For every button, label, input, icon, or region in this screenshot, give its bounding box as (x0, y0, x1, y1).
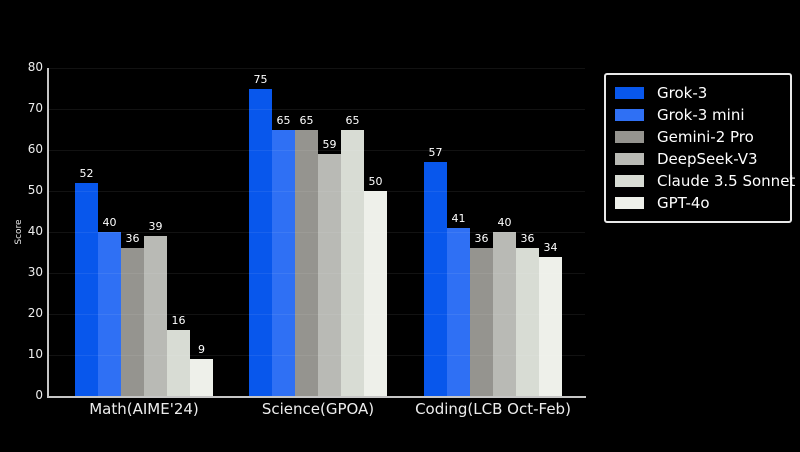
bar-claude-3-5-sonnet-coding-lcb-oct-feb (516, 248, 539, 396)
bar-value-label: 40 (102, 216, 117, 229)
gridline-50 (49, 191, 585, 192)
legend-swatch-gpt-4o (615, 197, 644, 209)
bar-gpt-4o-coding-lcb-oct-feb (539, 256, 562, 396)
legend-label: Claude 3.5 Sonnet (657, 172, 796, 190)
bar-deepseek-v3-coding-lcb-oct-feb (493, 232, 516, 396)
legend-label: DeepSeek-V3 (657, 150, 758, 168)
bar-gpt-4o-math-aime-24 (190, 359, 213, 396)
legend-item-deepseek-v3: DeepSeek-V3 (615, 148, 782, 170)
legend-label: Grok-3 mini (657, 106, 745, 124)
x-axis-line (47, 396, 586, 398)
bar-claude-3-5-sonnet-math-aime-24 (167, 330, 190, 396)
bar-value-label: 9 (198, 343, 205, 357)
bar-value-label: 59 (322, 138, 337, 152)
y-tick-label-40: 40 (27, 224, 43, 238)
bar-value-label: 40 (497, 216, 512, 229)
bar-value-label: 36 (125, 232, 140, 246)
y-tick-label-60: 60 (27, 142, 43, 156)
gridline-60 (49, 150, 585, 151)
bar-value-label: 65 (276, 113, 291, 127)
gridline-70 (49, 109, 585, 110)
bar-value-label: 65 (345, 113, 360, 127)
bar-value-label: 41 (451, 211, 466, 225)
y-tick-label-80: 80 (27, 60, 43, 74)
y-tick-label-10: 10 (27, 347, 43, 361)
bar-grok-3-coding-lcb-oct-feb (424, 162, 447, 396)
bar-value-label: 34 (543, 240, 558, 254)
legend-item-grok-3-mini: Grok-3 mini (615, 104, 782, 126)
legend-item-claude-3-5-sonnet: Claude 3.5 Sonnet (615, 170, 795, 192)
legend-swatch-grok-3 (615, 87, 644, 99)
gridline-30 (49, 273, 585, 274)
bar-value-label: 50 (368, 175, 383, 188)
bar-value-label: 57 (428, 146, 443, 160)
bar-value-label: 75 (253, 72, 268, 86)
legend: Grok-3 Grok-3 mini Gemini-2 Pro DeepSeek-V3… (604, 73, 795, 223)
legend-label: Grok-3 (657, 84, 708, 102)
bar-value-label: 52 (79, 166, 94, 180)
bar-value-label: 65 (299, 113, 314, 127)
gridline-20 (49, 314, 585, 315)
bar-grok-3-mini-coding-lcb-oct-feb (447, 227, 470, 396)
bar-grok-3-science-gpoa (249, 88, 272, 396)
y-tick-label-20: 20 (27, 306, 43, 320)
bar-grok-3-mini-science-gpoa (272, 129, 295, 396)
legend-item-gpt-4o: GPT-4o (615, 192, 782, 214)
x-tick-label-math-aime-24: Math(AIME'24) (89, 400, 199, 418)
gridline-10 (49, 355, 585, 356)
bar-grok-3-math-aime-24 (75, 182, 98, 396)
y-tick-label-30: 30 (27, 265, 43, 279)
bar-deepseek-v3-math-aime-24 (144, 236, 167, 396)
legend-item-gemini-2-pro: Gemini-2 Pro (615, 126, 782, 148)
bar-value-label: 39 (148, 220, 163, 234)
legend-label: Gemini-2 Pro (657, 128, 754, 146)
bar-grok-3-mini-math-aime-24 (98, 232, 121, 396)
y-axis-line (47, 68, 49, 398)
bar-value-label: 36 (474, 232, 489, 246)
bar-value-label: 36 (520, 232, 535, 246)
bar-gpt-4o-science-gpoa (364, 191, 387, 396)
legend-label: GPT-4o (657, 194, 710, 212)
legend-item-grok-3: Grok-3 (615, 82, 782, 104)
y-tick-label-70: 70 (27, 101, 43, 115)
gridline-40 (49, 232, 585, 233)
bar-gemini-2-pro-math-aime-24 (121, 248, 144, 396)
bar-claude-3-5-sonnet-science-gpoa (341, 129, 364, 396)
legend-swatch-deepseek-v3 (615, 153, 644, 165)
bar-deepseek-v3-science-gpoa (318, 154, 341, 396)
bar-value-label: 16 (171, 314, 186, 328)
legend-swatch-grok-3-mini (615, 109, 644, 121)
x-tick-label-science-gpoa: Science(GPOA) (261, 400, 375, 418)
gridline-80 (49, 68, 585, 69)
legend-swatch-claude-3-5-sonnet (615, 175, 644, 187)
y-tick-label-50: 50 (27, 183, 43, 197)
bar-gemini-2-pro-science-gpoa (295, 129, 318, 396)
x-tick-label-coding-lcb-oct-feb: Coding(LCB Oct-Feb) (415, 400, 571, 418)
y-tick-label-0: 0 (35, 388, 43, 402)
legend-swatch-gemini-2-pro (615, 131, 644, 143)
bar-gemini-2-pro-coding-lcb-oct-feb (470, 248, 493, 396)
